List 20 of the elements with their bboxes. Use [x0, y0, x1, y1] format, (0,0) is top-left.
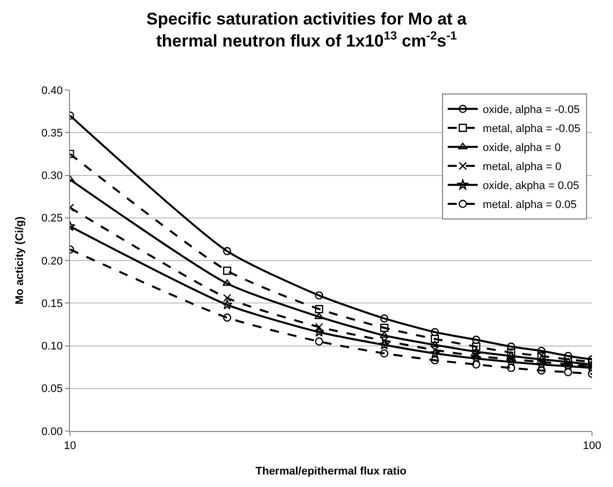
- legend-label: oxide, alpha = 0: [482, 142, 561, 154]
- x-tick-label: 10: [64, 440, 76, 452]
- y-tick-label: 0.15: [41, 298, 63, 310]
- y-tick-label: 0.20: [41, 255, 63, 268]
- y-tick-label: 0.00: [41, 426, 63, 438]
- y-tick-label: 0.35: [41, 127, 63, 140]
- legend-label: metal, alpha = 0: [482, 161, 562, 174]
- y-axis-title: Mo acticity (Ci/g): [14, 216, 26, 305]
- legend-label: metal, alpha = -0.05: [482, 123, 580, 136]
- x-tick-label: 100: [582, 440, 602, 452]
- y-tick-label: 0.30: [41, 170, 63, 182]
- y-tick-label: 0.25: [41, 212, 63, 225]
- y-tick-label: 0.40: [41, 84, 63, 97]
- chart-title: Specific saturation activities for Mo at a thermal neutron flux of 1x10$^{13}$ cm$^{-2}$s$^{-1}$: [146, 9, 468, 50]
- legend-label: metal. alpha = 0.05: [482, 199, 577, 212]
- legend-label: oxide, akpha = 0.05: [482, 180, 580, 192]
- x-axis-title: Thermal/epithermal flux ratio: [256, 465, 407, 478]
- legend-label: oxide, alpha = -0.05: [482, 104, 580, 116]
- y-tick-label: 0.10: [41, 340, 63, 353]
- y-tick-label: 0.05: [41, 383, 63, 396]
